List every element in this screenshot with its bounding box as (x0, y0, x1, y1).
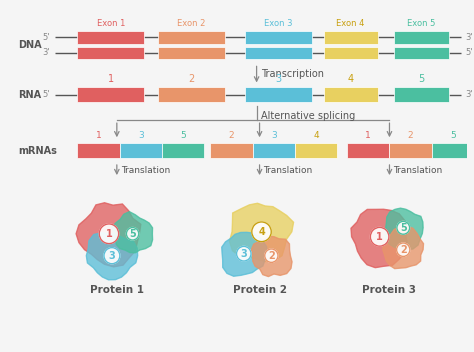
FancyBboxPatch shape (390, 143, 432, 158)
FancyBboxPatch shape (432, 143, 474, 158)
Text: Protein 1: Protein 1 (90, 284, 144, 295)
Circle shape (104, 248, 120, 264)
Text: Transcription: Transcription (261, 69, 324, 80)
Text: 5: 5 (400, 223, 407, 233)
FancyBboxPatch shape (253, 143, 295, 158)
Text: Exon 2: Exon 2 (177, 19, 206, 27)
Text: 1: 1 (106, 229, 112, 239)
Text: 1: 1 (365, 131, 371, 140)
Text: DNA: DNA (18, 40, 42, 50)
FancyBboxPatch shape (77, 31, 145, 44)
Polygon shape (383, 226, 423, 269)
Text: 1: 1 (96, 131, 101, 140)
Circle shape (397, 221, 410, 234)
Text: 5: 5 (450, 131, 456, 140)
Circle shape (370, 227, 389, 246)
Text: 3: 3 (240, 249, 247, 259)
Text: mRNAs: mRNAs (18, 146, 57, 156)
Text: 2: 2 (400, 245, 407, 255)
Polygon shape (251, 236, 292, 277)
FancyBboxPatch shape (77, 87, 145, 102)
Text: Protein 2: Protein 2 (233, 284, 287, 295)
Text: 3': 3' (42, 49, 50, 57)
FancyBboxPatch shape (295, 143, 337, 158)
Text: 3: 3 (271, 131, 277, 140)
Text: Exon 4: Exon 4 (337, 19, 365, 27)
Text: 5': 5' (465, 49, 473, 57)
Text: Exon 5: Exon 5 (407, 19, 436, 27)
Polygon shape (351, 209, 408, 268)
Text: 3: 3 (275, 74, 281, 84)
Text: Alternative splicing: Alternative splicing (261, 111, 355, 121)
FancyBboxPatch shape (324, 87, 378, 102)
Text: 4: 4 (313, 131, 319, 140)
Text: 5': 5' (42, 90, 50, 99)
Circle shape (265, 249, 278, 262)
Text: 1: 1 (108, 74, 114, 84)
Text: Translation: Translation (393, 165, 443, 175)
Polygon shape (76, 203, 141, 267)
FancyBboxPatch shape (394, 87, 448, 102)
FancyBboxPatch shape (245, 46, 312, 59)
Circle shape (127, 227, 139, 240)
Text: 5: 5 (181, 131, 186, 140)
Polygon shape (222, 232, 267, 276)
Polygon shape (385, 208, 423, 249)
Polygon shape (229, 203, 293, 262)
FancyBboxPatch shape (245, 31, 312, 44)
Text: Translation: Translation (264, 165, 313, 175)
Polygon shape (111, 212, 153, 253)
FancyBboxPatch shape (158, 87, 225, 102)
Text: 4: 4 (347, 74, 354, 84)
Text: Protein 3: Protein 3 (363, 284, 417, 295)
Text: 1: 1 (376, 232, 383, 242)
FancyBboxPatch shape (158, 46, 225, 59)
Text: 5': 5' (42, 32, 50, 42)
FancyBboxPatch shape (324, 31, 378, 44)
FancyBboxPatch shape (347, 143, 390, 158)
FancyBboxPatch shape (324, 46, 378, 59)
FancyBboxPatch shape (77, 143, 120, 158)
FancyBboxPatch shape (394, 46, 448, 59)
FancyBboxPatch shape (162, 143, 204, 158)
Text: 3: 3 (138, 131, 144, 140)
FancyBboxPatch shape (210, 143, 253, 158)
Text: 5: 5 (129, 229, 136, 239)
Text: 3': 3' (465, 32, 473, 42)
Circle shape (237, 246, 251, 261)
FancyBboxPatch shape (394, 31, 448, 44)
Text: 2: 2 (189, 74, 195, 84)
Text: 2: 2 (408, 131, 413, 140)
FancyBboxPatch shape (158, 31, 225, 44)
Circle shape (397, 243, 410, 256)
Text: 4: 4 (258, 227, 265, 237)
Text: Translation: Translation (121, 165, 170, 175)
Text: 3: 3 (109, 251, 115, 261)
Text: 3': 3' (465, 90, 473, 99)
Circle shape (99, 224, 118, 244)
Text: Exon 1: Exon 1 (97, 19, 125, 27)
Text: RNA: RNA (18, 90, 42, 100)
FancyBboxPatch shape (77, 46, 145, 59)
Polygon shape (86, 233, 137, 280)
Text: 2: 2 (228, 131, 234, 140)
Circle shape (252, 222, 271, 241)
FancyBboxPatch shape (245, 87, 312, 102)
Text: 2: 2 (268, 251, 275, 261)
FancyBboxPatch shape (120, 143, 162, 158)
Text: Exon 3: Exon 3 (264, 19, 292, 27)
Text: 5: 5 (419, 74, 425, 84)
